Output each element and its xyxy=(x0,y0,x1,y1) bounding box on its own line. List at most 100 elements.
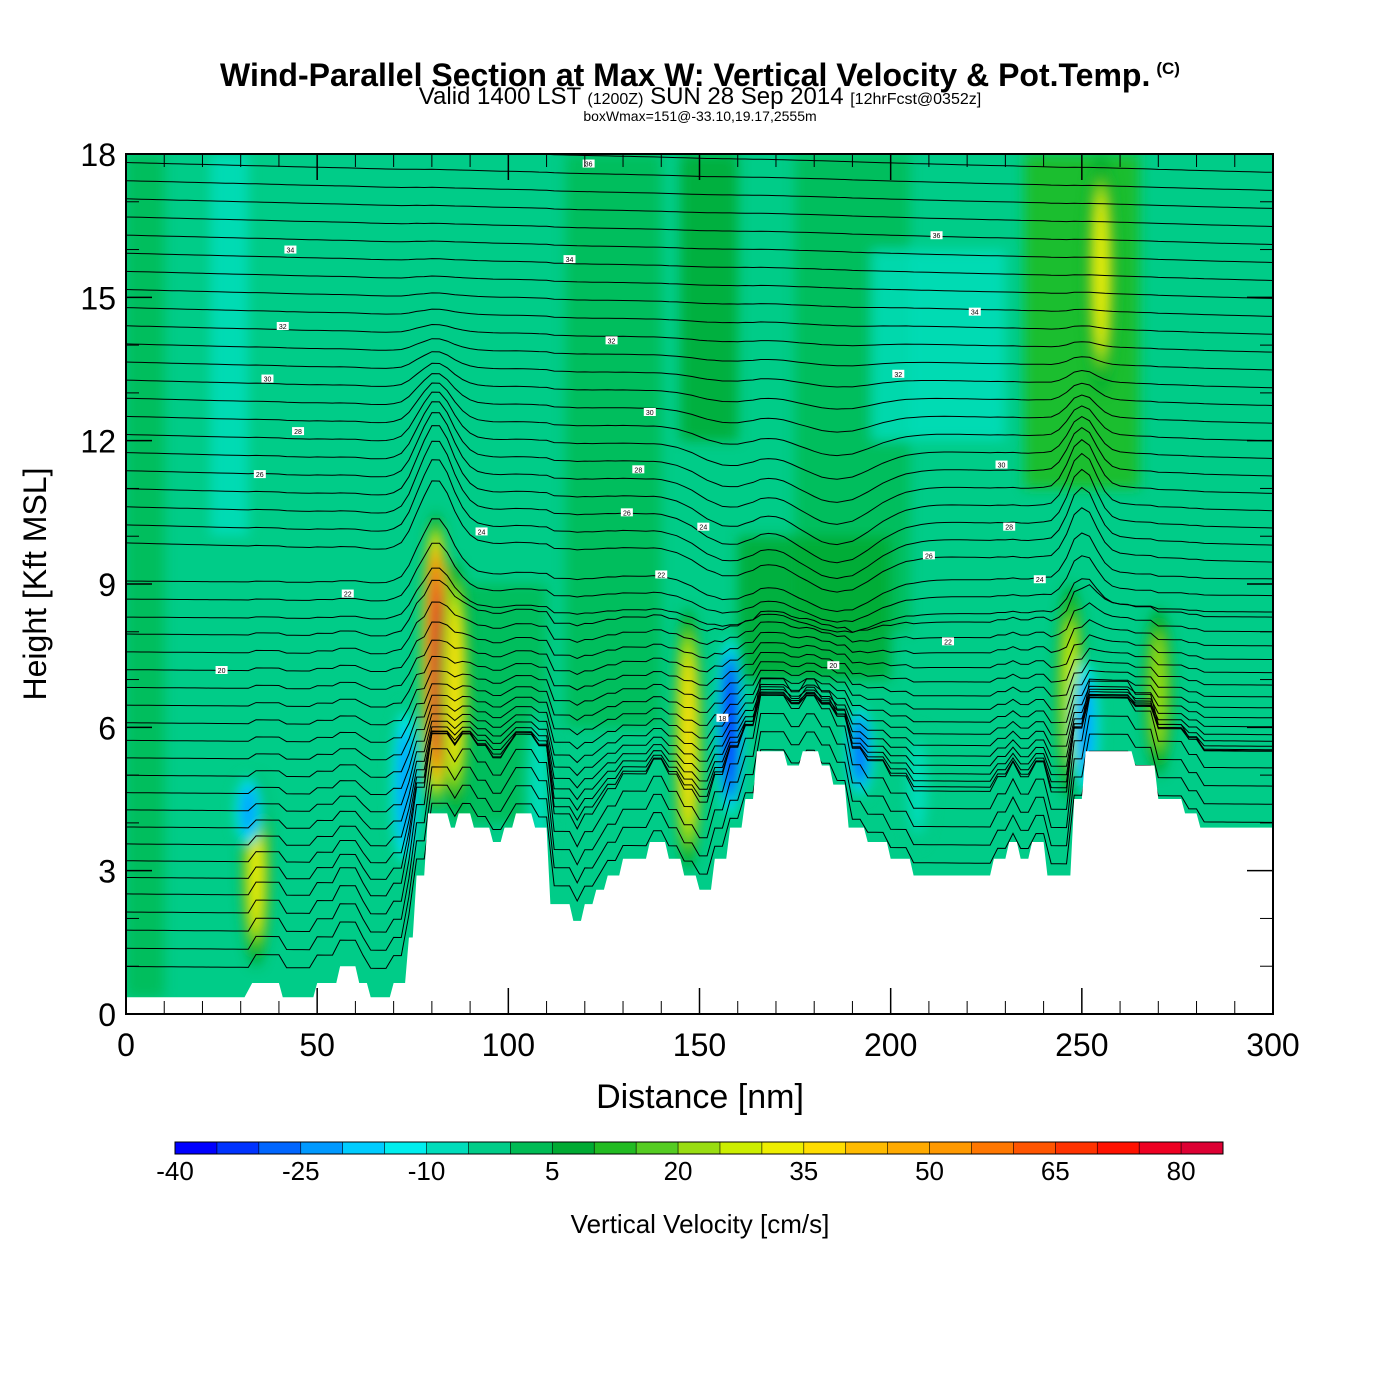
y-tick-label: 0 xyxy=(98,997,116,1033)
colorbar-swatch xyxy=(216,1142,260,1154)
svg-text:26: 26 xyxy=(623,510,631,517)
isentrope xyxy=(126,216,1273,245)
colorbar-tick-label: 35 xyxy=(789,1156,818,1186)
w-feature-13 xyxy=(1085,154,1116,393)
svg-text:24: 24 xyxy=(478,529,486,536)
isentrope xyxy=(126,307,1273,335)
svg-text:22: 22 xyxy=(944,639,952,646)
contour-label: 32 xyxy=(892,369,905,379)
isentrope xyxy=(126,518,1273,613)
isentrope xyxy=(126,459,1273,580)
contour-label: 30 xyxy=(995,460,1008,470)
isentrope xyxy=(126,412,1273,525)
chart-title: Wind-Parallel Section at Max W: Vertical… xyxy=(220,57,1180,93)
colorbar-swatch xyxy=(929,1142,972,1154)
utc-time: (1200Z) xyxy=(587,91,644,108)
y-tick-label: 12 xyxy=(80,424,116,460)
svg-text:34: 34 xyxy=(566,257,574,264)
svg-text:36: 36 xyxy=(933,233,941,240)
y-tick-label: 3 xyxy=(98,854,116,890)
x-tick-label: 0 xyxy=(117,1027,135,1063)
isentrope xyxy=(126,542,1273,623)
isentrope xyxy=(126,677,1273,761)
isentrope xyxy=(126,373,1273,433)
isentrope xyxy=(126,691,1273,864)
colorbar-tick-label: 20 xyxy=(664,1156,693,1186)
isentrope xyxy=(126,647,1273,708)
x-tick-label: 200 xyxy=(864,1027,917,1063)
colorbar-tick-label: -25 xyxy=(282,1156,320,1186)
isentrope xyxy=(126,694,1273,830)
contour-label: 20 xyxy=(827,661,840,670)
colorbar-tick-label: -10 xyxy=(408,1156,446,1186)
field-band-1 xyxy=(565,154,662,728)
w-feature-6 xyxy=(673,607,704,871)
isentrope xyxy=(126,270,1273,299)
colorbar-tick-label: 50 xyxy=(915,1156,944,1186)
y-tick-label: 6 xyxy=(98,710,116,746)
colorbar-swatch xyxy=(300,1142,344,1154)
colorbar-swatch xyxy=(678,1142,721,1154)
colorbar: -40 -25 -10 5 20 35 50 65 80 xyxy=(156,1141,1224,1186)
y-tick-label: 15 xyxy=(80,280,116,316)
svg-text:28: 28 xyxy=(634,467,642,474)
colorbar-swatch xyxy=(1181,1142,1224,1154)
colorbar-swatch xyxy=(175,1142,218,1154)
chart-subtitle: Valid 1400 LST (1200Z) SUN 28 Sep 2014 [… xyxy=(0,84,1400,113)
isentrope xyxy=(126,694,1273,847)
svg-text:30: 30 xyxy=(264,377,272,384)
w-feature-8 xyxy=(845,703,876,799)
contour-label: 32 xyxy=(276,322,289,331)
contour-label: 36 xyxy=(582,159,595,169)
svg-text:26: 26 xyxy=(256,472,264,479)
isentrope xyxy=(126,567,1273,634)
contour-label: 24 xyxy=(475,527,488,536)
colorbar-swatch xyxy=(594,1142,637,1154)
isentrope xyxy=(126,731,1273,951)
svg-text:28: 28 xyxy=(294,429,302,436)
isentrope xyxy=(126,362,1273,410)
isentrope xyxy=(126,338,1273,371)
contour-label: 30 xyxy=(643,408,656,417)
x-tick-label: 50 xyxy=(299,1027,335,1063)
svg-text:24: 24 xyxy=(1036,577,1044,584)
svg-text:20: 20 xyxy=(218,668,226,675)
isentrope xyxy=(126,669,1273,743)
isentrope xyxy=(126,323,1273,353)
colorbar-swatch xyxy=(803,1142,847,1154)
valid-date: SUN 28 Sep 2014 xyxy=(650,83,844,110)
isentrope xyxy=(126,198,1273,227)
contour-label: 26 xyxy=(253,470,266,479)
isentrope xyxy=(126,713,1273,933)
svg-text:24: 24 xyxy=(699,525,707,532)
field-band-2 xyxy=(680,154,738,441)
contour-label: 20 xyxy=(215,666,228,675)
y-axis-label: Height [Kft MSL] xyxy=(17,468,53,701)
x-tick-label: 100 xyxy=(482,1027,535,1063)
contour-label: 28 xyxy=(1003,522,1016,532)
isentrope xyxy=(126,351,1273,389)
svg-text:32: 32 xyxy=(894,372,902,379)
w-feature-12 xyxy=(1143,607,1174,776)
isentrope xyxy=(126,425,1273,546)
svg-text:34: 34 xyxy=(971,310,979,317)
svg-text:32: 32 xyxy=(279,324,287,331)
isentrope xyxy=(126,180,1273,209)
isentrope xyxy=(126,440,1273,564)
contour-label: 36 xyxy=(930,231,943,240)
isentrope xyxy=(126,234,1273,263)
svg-text:30: 30 xyxy=(646,410,654,417)
isentrope xyxy=(126,480,1273,593)
contour-label: 22 xyxy=(942,637,955,646)
isentrope xyxy=(126,659,1273,726)
field-band-0 xyxy=(126,154,165,998)
svg-text:20: 20 xyxy=(829,663,837,670)
isentrope xyxy=(126,749,1273,969)
contour-label: 32 xyxy=(605,336,618,345)
copyright-mark: (C) xyxy=(1156,59,1180,78)
isentrope xyxy=(126,683,1273,778)
isentrope xyxy=(126,579,1273,637)
field-band-5 xyxy=(210,154,249,537)
isentrope xyxy=(126,694,1273,915)
x-tick-label: 300 xyxy=(1246,1027,1299,1063)
